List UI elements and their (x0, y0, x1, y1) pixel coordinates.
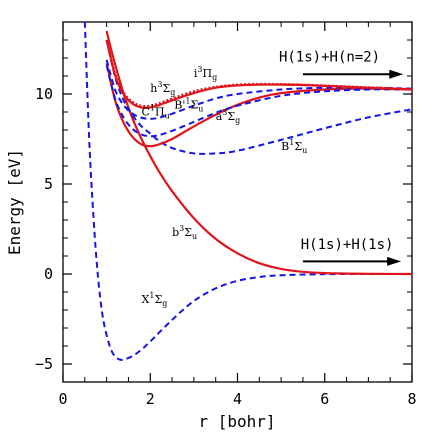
series-line-8 (105, 39, 412, 108)
state-label: X1Σg (142, 291, 168, 308)
state-label: i3Πg (194, 65, 217, 82)
series-line-2 (105, 30, 412, 276)
asymptote-label: H(1s)+H(n=2) (279, 50, 380, 66)
y-tick-label: 0 (44, 265, 53, 283)
state-label: B'1Σu (174, 96, 203, 113)
state-label: C1Πu (142, 104, 170, 121)
asymptote-label: H(1s)+H(1s) (301, 237, 394, 253)
y-tick-label: −5 (35, 355, 53, 373)
y-tick-label: 10 (35, 85, 53, 103)
series-line-6 (105, 59, 412, 120)
series-line-5 (105, 64, 412, 138)
asymptote-arrowhead (389, 69, 404, 79)
x-tick-label: 4 (233, 390, 242, 408)
x-axis-title: r [bohr] (198, 412, 275, 431)
state-label: B1Σu (281, 138, 307, 155)
series-line-4 (105, 63, 412, 148)
curves (83, 22, 412, 361)
x-tick-label: 8 (407, 390, 416, 408)
state-label: a3Σg (216, 108, 241, 125)
x-tick-label: 0 (58, 390, 67, 408)
x-tick-label: 2 (146, 390, 155, 408)
x-tick-label: 6 (320, 390, 329, 408)
asymptote-arrowhead (387, 256, 402, 266)
y-tick-label: 5 (44, 175, 53, 193)
state-label: b3Σu (172, 224, 197, 241)
y-axis-title: Energy [eV] (5, 149, 24, 255)
state-label: h3Σg (150, 80, 175, 97)
series-line-1 (83, 22, 412, 361)
series-line-3 (105, 39, 412, 155)
axis-ticks: 0 2 4 6 8 −5 0 5 10 (35, 21, 417, 408)
